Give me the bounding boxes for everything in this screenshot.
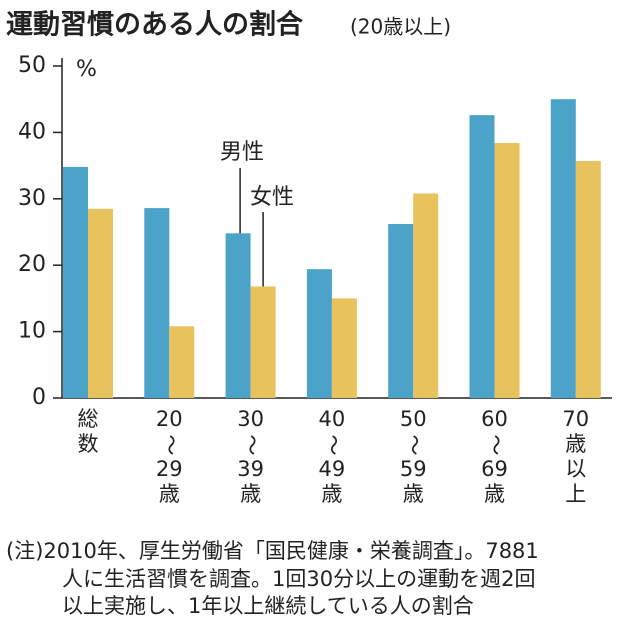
x-tick-label: 総 bbox=[78, 407, 99, 431]
x-tick-label: 歳 bbox=[321, 482, 342, 506]
bar bbox=[494, 143, 520, 398]
legend-label: 女性 bbox=[250, 185, 294, 210]
note-line: 人に生活習慣を調査。1回30分以上の運動を週2回 bbox=[62, 567, 535, 591]
bar bbox=[169, 326, 195, 398]
chart-title: 運動習慣のある人の割合 bbox=[6, 9, 303, 41]
bar bbox=[388, 224, 414, 398]
x-tick-label: 59 bbox=[400, 457, 427, 481]
bar bbox=[331, 298, 357, 398]
bar bbox=[88, 208, 113, 398]
y-tick-label: 20 bbox=[18, 252, 46, 277]
bar bbox=[225, 233, 251, 398]
bar bbox=[550, 99, 576, 398]
note-line: 以上実施し、1年以上継続している人の割合 bbox=[62, 594, 474, 618]
x-tick-label: 歳 bbox=[159, 482, 180, 506]
legend-label: 男性 bbox=[220, 140, 264, 165]
x-tick-label: 39 bbox=[237, 457, 264, 481]
x-tick-label: 29 bbox=[156, 457, 183, 481]
bar bbox=[250, 286, 276, 398]
x-tick-label: 歳 bbox=[484, 482, 505, 506]
x-tick-label: 〜 bbox=[321, 435, 345, 456]
bar bbox=[63, 166, 88, 398]
note-line: (注)2010年、厚生労働省「国民健康・栄養調査」。7881 bbox=[6, 539, 539, 563]
y-tick-label: 50 bbox=[18, 53, 46, 78]
x-tick-label: 30 bbox=[237, 407, 264, 431]
x-tick-label: 上 bbox=[565, 482, 586, 506]
bar bbox=[469, 115, 495, 399]
x-tick-label: 〜 bbox=[402, 435, 426, 456]
x-tick-label: 69 bbox=[481, 457, 508, 481]
y-unit: % bbox=[76, 57, 97, 82]
x-tick-label: 歳 bbox=[240, 482, 261, 506]
x-tick-label: 歳 bbox=[403, 482, 424, 506]
x-tick-label: 50 bbox=[400, 407, 427, 431]
x-tick-label: 40 bbox=[319, 407, 346, 431]
bar bbox=[306, 269, 332, 398]
x-tick-label: 60 bbox=[481, 407, 508, 431]
x-tick-label: 数 bbox=[78, 432, 99, 456]
chart-subtitle: (20歳以上) bbox=[350, 15, 451, 39]
x-tick-label: 〜 bbox=[158, 435, 182, 456]
x-tick-label: 歳 bbox=[565, 432, 586, 456]
x-tick-label: 70 bbox=[562, 407, 589, 431]
bar bbox=[413, 193, 439, 398]
x-tick-label: 〜 bbox=[240, 435, 264, 456]
x-tick-label: 〜 bbox=[484, 435, 508, 456]
y-tick-label: 30 bbox=[18, 186, 46, 211]
x-tick-label: 20 bbox=[156, 407, 183, 431]
y-tick-label: 0 bbox=[32, 385, 46, 410]
bar bbox=[144, 208, 170, 398]
y-tick-label: 10 bbox=[18, 319, 46, 344]
x-tick-label: 以 bbox=[565, 457, 586, 481]
y-tick-label: 40 bbox=[18, 119, 46, 144]
x-tick-label: 49 bbox=[319, 457, 346, 481]
bar bbox=[575, 160, 601, 398]
